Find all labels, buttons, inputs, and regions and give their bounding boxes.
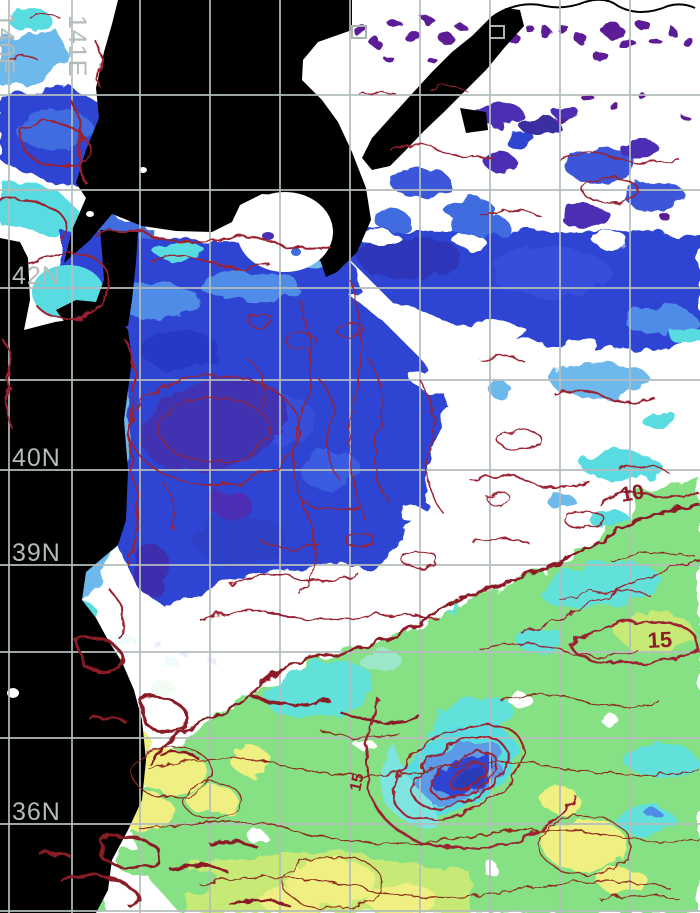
lake-dot <box>7 688 19 698</box>
label-layer: 140E 141E 42N 40N 39N 36N 10 15 15 <box>0 13 673 826</box>
lat-label-42n: 42N <box>12 262 61 290</box>
lat-label-40n: 40N <box>12 444 61 472</box>
lat-label-36n: 36N <box>12 798 61 826</box>
contour-label-15-rotated: 15 <box>347 772 367 793</box>
lon-label-141e: 141E <box>63 15 91 77</box>
lon-label-140e: 140E <box>0 13 19 75</box>
sea-color-layer <box>0 10 700 913</box>
land-shimokita <box>56 230 138 330</box>
coastline-outline <box>494 0 696 16</box>
lat-label-39n: 39N <box>12 539 61 567</box>
marker-box <box>351 25 367 39</box>
land-hokkaido-east <box>362 8 524 170</box>
land-honshu <box>0 238 146 913</box>
funka-bay <box>237 192 333 272</box>
contour-layer <box>0 13 700 910</box>
contour-label-15: 15 <box>647 627 673 653</box>
marker-box <box>489 25 505 39</box>
cloud-layer <box>60 230 628 873</box>
contour-label-10: 10 <box>619 480 646 507</box>
land-islet <box>460 108 488 133</box>
